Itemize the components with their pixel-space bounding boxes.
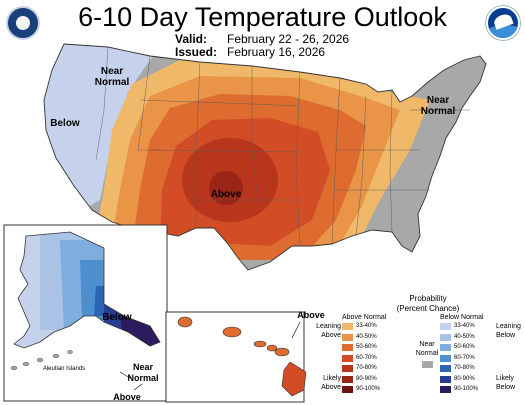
legend-above-range: 50-60% <box>356 344 377 350</box>
label-near-normal-east: Near Normal <box>420 95 456 117</box>
page-title: 6-10 Day Temperature Outlook <box>78 2 447 32</box>
label-near-normal-west: Near Normal <box>94 66 130 88</box>
legend-above-range: 80-90% <box>356 375 377 382</box>
label-above-center: Above <box>210 189 242 200</box>
legend-below-range: 70-80% <box>454 365 475 371</box>
valid-date: February 22 - 26, 2026 <box>227 32 350 46</box>
legend-leaning-above: Leaning Above <box>316 323 341 339</box>
label-aleutian-islands: Aleutian Islands <box>42 366 86 372</box>
legend-below-swatch <box>440 344 451 351</box>
legend-above-swatch <box>342 375 353 383</box>
legend-subtitle: (Percent Chance) <box>396 304 460 313</box>
hawaii-islands <box>177 316 307 397</box>
legend-above-swatch <box>342 365 353 372</box>
doc-seal-icon <box>6 6 40 40</box>
legend-below-range: 90-100% <box>454 386 479 392</box>
legend-near-normal-swatch <box>422 361 433 368</box>
state-lines <box>95 46 470 247</box>
legend-below-header: Below Normal <box>440 314 484 321</box>
legend-likely-below: Likely Below <box>496 375 516 391</box>
label-above-hawaii: Above <box>297 310 325 320</box>
legend-leaning-below: Leaning Below <box>496 323 521 339</box>
legend-above-swatch <box>342 354 353 362</box>
legend-below-swatch <box>440 375 451 383</box>
aleutian-islands <box>10 350 73 370</box>
legend-above-range: 60-70% <box>356 354 377 361</box>
issued-label: Issued: <box>175 45 218 59</box>
legend-below-swatch <box>440 386 451 393</box>
legend-above-swatch <box>342 386 353 393</box>
legend-above-range: 70-80% <box>356 365 377 371</box>
legend-near-normal-label: Near Normal <box>415 341 439 357</box>
legend-above-swatch <box>342 344 353 351</box>
legend-above-range: 90-100% <box>356 386 381 392</box>
legend-likely-above: Likely Above <box>321 375 341 391</box>
valid-line: Valid: February 22 - 26, 2026 <box>175 32 349 46</box>
alaska-outline <box>13 231 161 349</box>
legend-below-range: 80-90% <box>454 375 475 382</box>
legend-above-range: 33-40% <box>356 323 377 329</box>
legend-above-header: Above Normal <box>342 314 387 321</box>
label-below-alaska: Below <box>102 312 132 323</box>
issued-line: Issued: February 16, 2026 <box>175 45 325 59</box>
legend-above-swatch <box>342 333 353 341</box>
legend-above-range: 40-50% <box>356 333 377 340</box>
issued-date: February 16, 2026 <box>227 45 326 59</box>
legend-above-swatch <box>342 323 353 330</box>
legend-below-swatch <box>440 354 451 362</box>
label-near-normal-alaska: Near Normal <box>127 362 159 383</box>
legend-below-range: 33-40% <box>454 323 475 329</box>
legend-below-swatch <box>440 333 451 341</box>
alaska-probability-fill <box>14 232 160 348</box>
legend-title: Probability <box>409 294 447 303</box>
noaa-logo-icon <box>486 6 520 40</box>
legend-below-swatch <box>440 323 451 330</box>
label-below-west: Below <box>50 118 80 129</box>
legend-below-range: 60-70% <box>454 354 475 361</box>
legend-below-swatch <box>440 365 451 372</box>
legend-below-range: 50-60% <box>454 344 475 350</box>
legend-below-range: 40-50% <box>454 333 475 340</box>
label-above-alaska: Above <box>113 392 141 402</box>
valid-label: Valid: <box>175 32 208 46</box>
